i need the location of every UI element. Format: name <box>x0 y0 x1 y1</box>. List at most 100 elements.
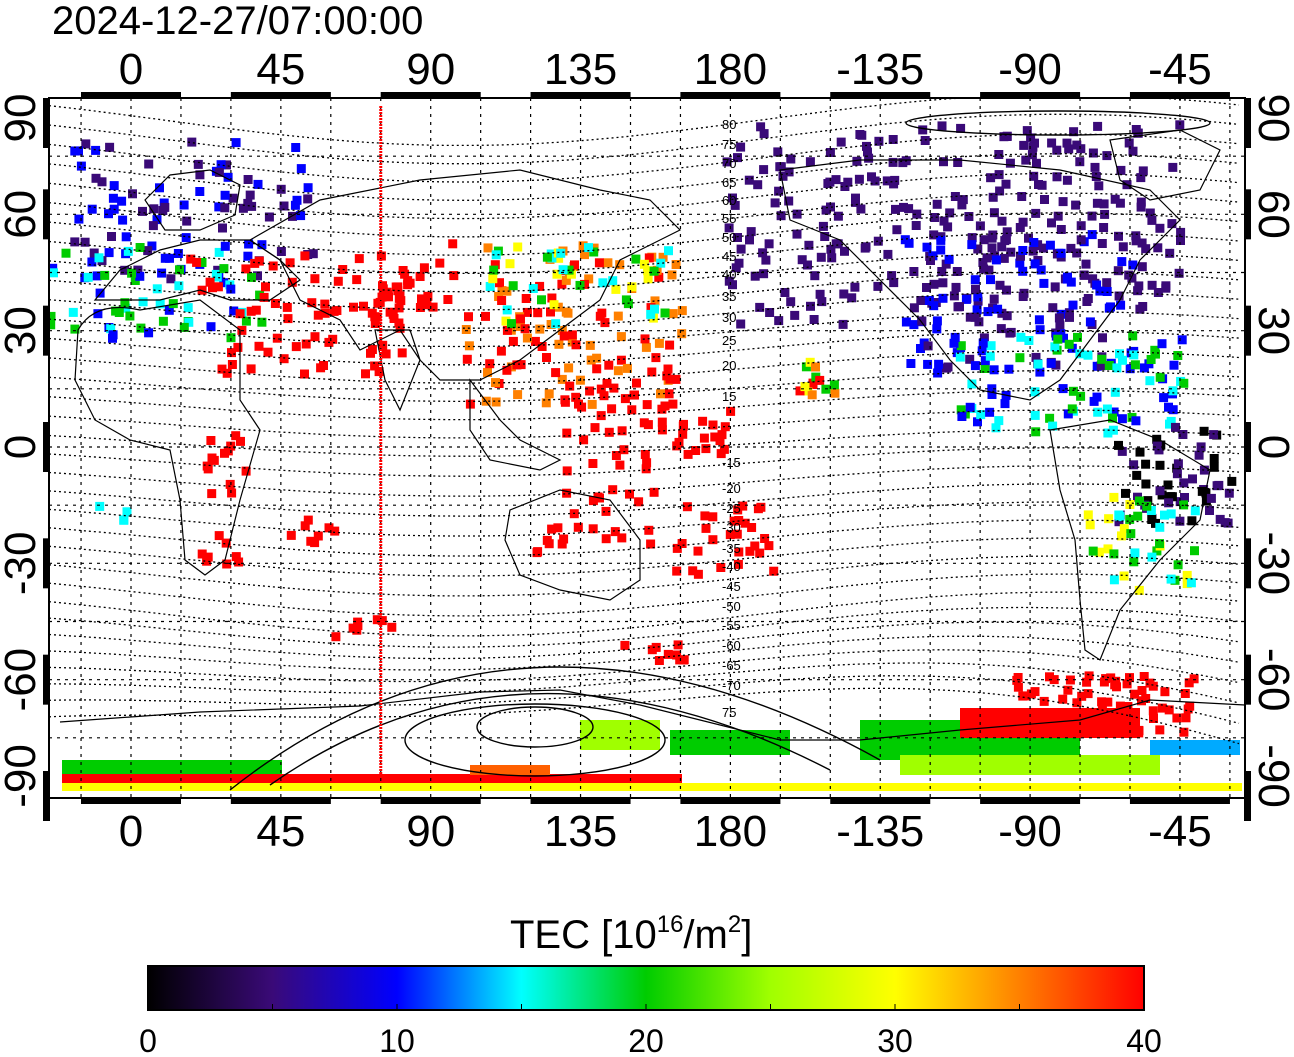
tec-cell <box>996 324 1006 334</box>
tec-cell <box>1031 427 1041 437</box>
tec-cell <box>725 530 735 540</box>
contour-label: -70 <box>722 678 741 693</box>
tec-cell <box>1145 208 1155 218</box>
tec-cell <box>246 364 256 374</box>
tec-cell <box>1029 238 1039 247</box>
tec-cell <box>287 277 297 287</box>
tec-cell <box>1166 509 1176 519</box>
colorbar-tick-label: 20 <box>628 1023 664 1057</box>
tec-cell <box>821 205 831 215</box>
tec-cell <box>836 137 846 147</box>
tec-cell <box>1227 476 1237 486</box>
tec-cell <box>911 221 921 230</box>
tec-cell <box>1059 333 1068 343</box>
tec-cell <box>1082 677 1092 687</box>
tec-cell <box>120 265 130 275</box>
tec-cell <box>923 341 933 351</box>
tec-cell <box>261 282 270 292</box>
tec-cell <box>970 312 980 322</box>
tec-cell <box>307 298 317 308</box>
tec-cell <box>870 176 880 186</box>
tec-cell <box>1186 578 1196 588</box>
tec-cell <box>736 319 746 329</box>
tec-cell <box>532 548 542 558</box>
tec-cell <box>916 296 926 305</box>
tec-cell <box>733 153 742 163</box>
tec-cell <box>1045 672 1054 682</box>
tec-cell <box>945 208 955 218</box>
tec-cell <box>528 284 538 293</box>
tec-cell <box>423 291 433 301</box>
tec-cell <box>654 272 664 282</box>
tec-cell <box>1038 243 1048 253</box>
tec-cell <box>292 195 302 205</box>
top-longitude-label: -45 <box>1148 45 1212 94</box>
tec-cell <box>1102 287 1112 296</box>
tec-cell <box>135 243 145 252</box>
bottom-axis-bar <box>1129 797 1230 804</box>
tec-cell <box>644 253 654 263</box>
tec-cell <box>734 258 744 268</box>
tec-cell <box>634 497 644 507</box>
tec-cell <box>651 353 661 363</box>
left-axis-bar <box>43 654 50 705</box>
tec-cell <box>957 200 967 210</box>
tec-cell <box>952 267 962 276</box>
tec-cell <box>227 488 237 498</box>
tec-cell <box>221 538 231 548</box>
tec-cell <box>699 433 709 443</box>
tec-cell <box>104 209 113 219</box>
tec-cell <box>892 225 902 235</box>
top-axis-bar <box>81 92 181 99</box>
tec-cell <box>640 334 650 344</box>
tec-cell <box>359 301 368 311</box>
tec-cell <box>513 390 523 400</box>
tec-cell <box>1039 278 1049 288</box>
tec-cell <box>1114 291 1124 301</box>
tec-cell <box>805 157 815 167</box>
contour-label: 50 <box>722 230 736 245</box>
map-plot-area: 80 75 70 65 60 55 50 45 40 35 30 25 20 15 -15 -20 -25 -30… <box>43 92 1251 821</box>
tec-cell <box>601 506 611 516</box>
bottom-longitude-label: 90 <box>406 807 455 856</box>
tec-cell <box>222 368 232 378</box>
tec-cell <box>733 505 743 515</box>
tec-cell <box>985 407 995 417</box>
tec-cell <box>1160 510 1169 520</box>
tec-cell <box>750 271 760 281</box>
tec-cell <box>320 299 330 309</box>
tec-cell <box>397 348 407 358</box>
tec-cell <box>507 319 516 329</box>
tec-cell <box>160 202 170 212</box>
tec-cell <box>765 308 775 317</box>
tec-cell <box>220 448 229 458</box>
tec-cell <box>615 260 625 270</box>
tec-cell <box>254 341 264 351</box>
tec-cell <box>1064 144 1074 154</box>
tec-cell <box>770 198 780 208</box>
tec-cell <box>989 294 999 304</box>
tec-cell <box>815 375 825 385</box>
tec-cell <box>1119 571 1129 581</box>
tec-cell <box>1088 274 1098 284</box>
tec-cell <box>1108 413 1117 423</box>
tec-cell <box>233 342 243 352</box>
tec-cell <box>993 304 1003 314</box>
contour-line <box>49 447 1240 477</box>
tec-cell <box>873 281 883 291</box>
tec-cell <box>588 524 598 534</box>
north-auroral-oval <box>905 110 1211 136</box>
tec-cell <box>1099 677 1109 687</box>
tec-cell <box>753 504 763 514</box>
tec-cell <box>941 363 951 373</box>
tec-cell <box>491 397 501 407</box>
tec-cell <box>1109 575 1119 585</box>
tec-cell <box>997 216 1007 226</box>
tec-cell <box>939 157 948 167</box>
tec-cell <box>674 437 684 447</box>
tec-cell <box>1068 300 1078 310</box>
tec-cell <box>1065 675 1075 685</box>
tec-cell <box>127 268 137 278</box>
tec-cell <box>1005 158 1015 168</box>
tec-cell <box>756 122 766 132</box>
